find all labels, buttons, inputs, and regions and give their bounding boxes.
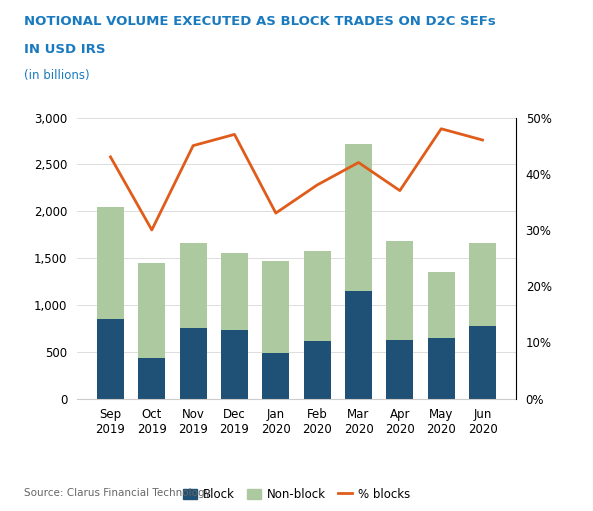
Bar — [387, 340, 413, 399]
Legend: Block, Non-block, % blocks: Block, Non-block, % blocks — [178, 483, 415, 505]
Bar — [304, 250, 331, 341]
Text: IN USD IRS: IN USD IRS — [24, 43, 105, 56]
Bar — [428, 272, 455, 338]
Bar — [387, 241, 413, 340]
Bar — [180, 243, 206, 328]
Bar — [304, 341, 331, 399]
Bar — [138, 263, 165, 358]
Bar — [221, 253, 248, 330]
Bar — [262, 261, 289, 353]
Bar — [469, 327, 496, 399]
Bar — [345, 144, 372, 291]
Bar — [345, 291, 372, 399]
Bar — [97, 319, 124, 399]
Text: (in billions): (in billions) — [24, 69, 90, 82]
Bar — [180, 328, 206, 399]
Bar — [262, 353, 289, 399]
Bar — [221, 330, 248, 399]
Text: NOTIONAL VOLUME EXECUTED AS BLOCK TRADES ON D2C SEFs: NOTIONAL VOLUME EXECUTED AS BLOCK TRADES… — [24, 15, 496, 28]
Bar — [138, 358, 165, 399]
Bar — [469, 243, 496, 327]
Bar — [97, 207, 124, 319]
Bar — [428, 338, 455, 399]
Text: Source: Clarus Financial Technology: Source: Clarus Financial Technology — [24, 488, 211, 498]
